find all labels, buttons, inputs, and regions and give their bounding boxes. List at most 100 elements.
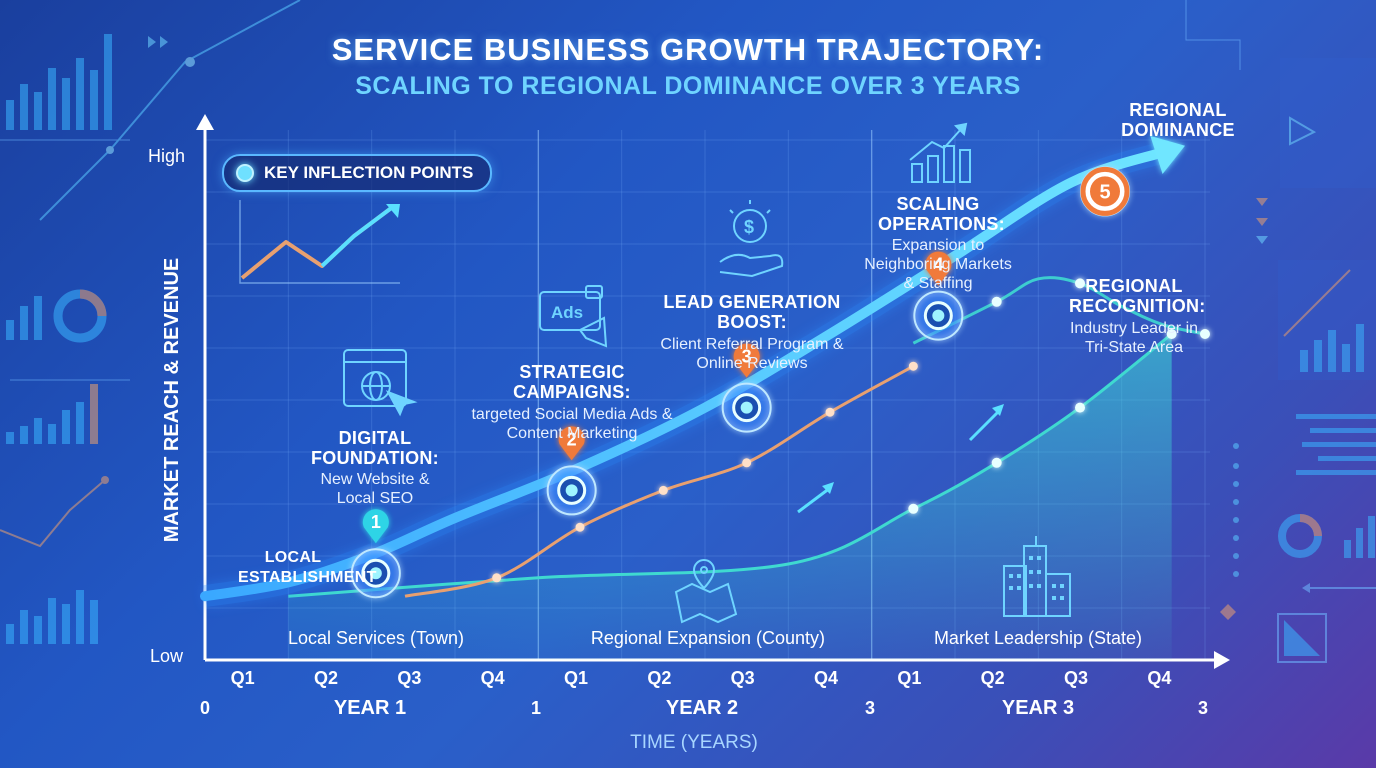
quarter-tick-label: Q1 xyxy=(897,668,921,688)
year-tick-label: 1 xyxy=(531,698,541,718)
map-pin-icon xyxy=(674,558,738,624)
phase-label: Local Services (Town) xyxy=(288,628,464,648)
quarter-tick-label: Q4 xyxy=(481,668,505,688)
annotation-recognition: REGIONAL RECOGNITION: Industry Leader in… xyxy=(1054,276,1214,357)
annotation-dominance-title: REGIONAL DOMINANCE xyxy=(1121,100,1235,140)
annotation-digital: DIGITAL FOUNDATION: New Website & Local … xyxy=(300,428,450,508)
lower-series-point xyxy=(1075,402,1085,413)
orange-series-point xyxy=(908,361,918,371)
inflection-center xyxy=(932,309,945,322)
lower-series-point xyxy=(1166,329,1177,339)
annotation-leadgen: LEAD GENERATION BOOST: Client Referral P… xyxy=(652,292,852,373)
ads-label: Ads xyxy=(551,303,583,322)
trend-arrow-shaft xyxy=(968,408,1002,442)
series-layer xyxy=(200,135,1210,660)
teal-series-point xyxy=(991,296,1002,307)
phase-label: Market Leadership (State) xyxy=(934,628,1142,648)
annotation-leadgen-desc: Client Referral Program & Online Reviews xyxy=(660,336,844,372)
year-label: YEAR 2 xyxy=(666,697,738,719)
year-tick-label: 3 xyxy=(1198,698,1208,718)
inflection-number: 1 xyxy=(371,512,381,532)
main-series-line xyxy=(200,145,1177,602)
teal-series-point xyxy=(1075,278,1085,289)
y-axis-label: MARKET REACH & REVENUE xyxy=(161,258,183,542)
year-tick-label: 3 xyxy=(865,698,875,718)
orange-series-point xyxy=(575,522,585,532)
ads-megaphone-icon xyxy=(539,285,608,348)
quarter-tick-label: Q3 xyxy=(397,668,421,688)
annotation-strategic: STRATEGIC CAMPAIGNS: targeted Social Med… xyxy=(464,362,680,443)
lower-series-point xyxy=(991,457,1002,468)
quarter-tick-label: Q3 xyxy=(1064,668,1088,688)
y-tick-low: Low xyxy=(150,646,184,666)
annotation-strategic-title: STRATEGIC CAMPAIGNS: xyxy=(513,362,631,402)
annotation-local-title: LOCAL ESTABLISHMENT xyxy=(238,549,377,586)
inflection-center xyxy=(740,401,753,414)
annotation-strategic-desc: targeted Social Media Ads & Content Mark… xyxy=(471,406,673,442)
teal-series-point xyxy=(1200,329,1210,339)
annotation-dominance: REGIONAL DOMINANCE xyxy=(1106,100,1250,140)
pill-label: KEY INFLECTION POINTS xyxy=(264,163,474,182)
dollar-hand-icon xyxy=(719,200,784,278)
y-tick-high: High xyxy=(148,146,185,166)
dollar-label: $ xyxy=(744,217,754,237)
quarter-tick-label: Q4 xyxy=(814,668,838,688)
x-tick-labels: Q1 Q2 Q3 Q4 Q1 Q2 Q3 Q4 Q1 Q2 Q3 Q4 0 1 3 3 YEAR 1 YEAR 2… xyxy=(200,668,1208,719)
x-axis-label: TIME (YEARS) xyxy=(630,732,758,753)
inflection-number: 2 xyxy=(567,429,577,449)
left-decoration xyxy=(0,0,301,644)
quarter-tick-label: Q1 xyxy=(564,668,588,688)
lower-series-point xyxy=(908,503,919,514)
quarter-tick-label: Q3 xyxy=(731,668,755,688)
right-decoration xyxy=(1185,0,1376,663)
annotation-scaling-title: SCALING OPERATIONS: xyxy=(878,194,1005,234)
website-globe-icon xyxy=(343,349,418,417)
annotation-recognition-desc: Industry Leader in Tri-State Area xyxy=(1069,320,1199,356)
growth-bars-icon xyxy=(909,122,971,183)
annotation-scaling-desc: Expansion to Neighboring Markets & Staff… xyxy=(864,237,1012,292)
annotation-digital-desc: New Website & Local SEO xyxy=(320,471,430,507)
lower-series-area xyxy=(288,334,1172,660)
inflection-number: 5 xyxy=(1099,181,1110,203)
trend-arrow-head xyxy=(822,482,834,494)
inflection-number: 3 xyxy=(742,347,752,367)
inflection-badge-inner xyxy=(1090,176,1120,207)
annotation-leadgen-title: LEAD GENERATION BOOST: xyxy=(663,292,841,332)
inflection-badge xyxy=(733,343,760,378)
orange-series-point xyxy=(658,485,668,495)
page-subtitle: SCALING TO REGIONAL DOMINANCE OVER 3 YEA… xyxy=(355,72,1021,100)
inflection-badge xyxy=(362,509,389,544)
markers-layer: 1 2 3 4 5 Local Services (Town) Regional Expan… xyxy=(288,166,1142,648)
inflection-number: 4 xyxy=(933,255,943,275)
quarter-tick-label: Q2 xyxy=(314,668,338,688)
inflection-badge xyxy=(925,251,952,286)
quarter-tick-label: Q2 xyxy=(981,668,1005,688)
pill-dot-icon xyxy=(236,164,254,182)
year-label: YEAR 1 xyxy=(334,697,406,719)
inflection-center xyxy=(565,484,578,497)
main-series-arrowhead xyxy=(1150,135,1185,174)
annotation-digital-title: DIGITAL FOUNDATION: xyxy=(311,428,439,468)
city-buildings-icon xyxy=(1003,536,1071,617)
phase-label: Regional Expansion (County) xyxy=(591,628,825,648)
trend-arrow-shaft xyxy=(797,486,831,514)
quarter-tick-label: Q2 xyxy=(647,668,671,688)
page-title: SERVICE BUSINESS GROWTH TRAJECTORY: xyxy=(331,32,1045,67)
annotation-scaling: SCALING OPERATIONS: Expansion to Neighbo… xyxy=(858,194,1018,293)
inset-trend-chart xyxy=(239,200,400,284)
annotation-recognition-title: REGIONAL RECOGNITION: xyxy=(1069,276,1206,316)
orange-series-point xyxy=(825,407,835,417)
orange-series-point xyxy=(492,573,502,583)
annotation-local: LOCAL ESTABLISHMENT xyxy=(238,548,377,588)
inflection-center xyxy=(369,567,382,580)
key-inflection-pill: KEY INFLECTION POINTS xyxy=(222,154,492,192)
quarter-tick-label: Q4 xyxy=(1147,668,1171,688)
year-label: YEAR 3 xyxy=(1002,697,1074,719)
inflection-badge xyxy=(558,426,585,461)
quarter-tick-label: Q1 xyxy=(231,668,255,688)
trend-arrow-head xyxy=(992,404,1004,416)
orange-series-point xyxy=(742,458,752,468)
year-tick-label: 0 xyxy=(200,698,210,718)
